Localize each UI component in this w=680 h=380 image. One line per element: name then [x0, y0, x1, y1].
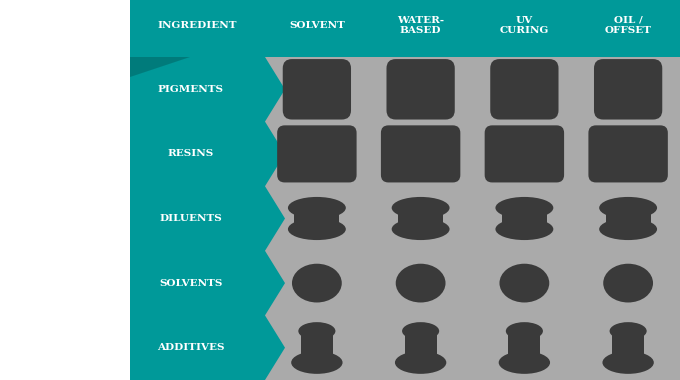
Polygon shape [496, 57, 553, 79]
Bar [130, 0, 680, 57]
Bar [509, 330, 541, 363]
Ellipse shape [603, 264, 653, 302]
Ellipse shape [396, 264, 445, 302]
FancyBboxPatch shape [381, 125, 460, 182]
Ellipse shape [506, 322, 543, 340]
Bar [301, 330, 333, 363]
Text: ADDITIVES: ADDITIVES [157, 343, 224, 352]
Ellipse shape [602, 351, 653, 374]
Bar [606, 209, 651, 228]
Text: WATER-
BASED: WATER- BASED [397, 16, 444, 35]
Polygon shape [288, 57, 345, 72]
Text: SOLVENTS: SOLVENTS [159, 279, 222, 288]
Ellipse shape [599, 218, 657, 240]
Ellipse shape [288, 218, 346, 240]
Ellipse shape [496, 197, 554, 219]
Ellipse shape [500, 264, 549, 302]
Bar [294, 209, 339, 228]
FancyBboxPatch shape [277, 125, 356, 182]
Ellipse shape [392, 197, 449, 219]
Text: OIL /
OFFSET: OIL / OFFSET [605, 16, 651, 35]
Ellipse shape [291, 351, 343, 374]
Text: INGREDIENT: INGREDIENT [158, 21, 237, 30]
Ellipse shape [599, 197, 657, 219]
Polygon shape [602, 57, 654, 79]
FancyBboxPatch shape [490, 59, 558, 120]
Bar [405, 330, 437, 363]
Text: UV
CURING: UV CURING [500, 16, 549, 35]
Polygon shape [390, 57, 452, 79]
Ellipse shape [288, 197, 346, 219]
FancyBboxPatch shape [283, 59, 351, 120]
Ellipse shape [496, 218, 554, 240]
Ellipse shape [498, 351, 550, 374]
FancyBboxPatch shape [588, 125, 668, 182]
Text: PIGMENTS: PIGMENTS [158, 85, 224, 94]
Text: DILUENTS: DILUENTS [159, 214, 222, 223]
Text: RESINS: RESINS [168, 149, 214, 158]
FancyBboxPatch shape [594, 59, 662, 120]
Ellipse shape [609, 322, 647, 340]
Polygon shape [130, 57, 285, 380]
Ellipse shape [395, 351, 446, 374]
Ellipse shape [292, 264, 342, 302]
Ellipse shape [402, 322, 439, 340]
Ellipse shape [299, 322, 335, 340]
Polygon shape [130, 57, 190, 77]
Bar [612, 330, 644, 363]
Text: SOLVENT: SOLVENT [289, 21, 345, 30]
Ellipse shape [392, 218, 449, 240]
Bar [398, 209, 443, 228]
Bar [265, 57, 680, 380]
FancyBboxPatch shape [485, 125, 564, 182]
Bar [502, 209, 547, 228]
FancyBboxPatch shape [386, 59, 455, 120]
